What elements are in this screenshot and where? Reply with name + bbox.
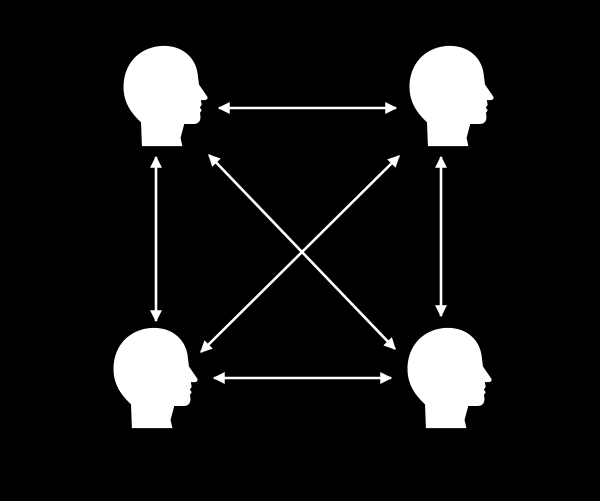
people [113,45,494,429]
head-profile-icon-top-right [409,45,494,147]
connections [150,102,447,384]
head-profile-icon-bottom-right [407,327,492,429]
head-profile-icon-top-left [123,45,208,147]
arrow-top-right-to-bottom-left [200,155,400,353]
head-profile-icon-bottom-left [113,327,198,429]
